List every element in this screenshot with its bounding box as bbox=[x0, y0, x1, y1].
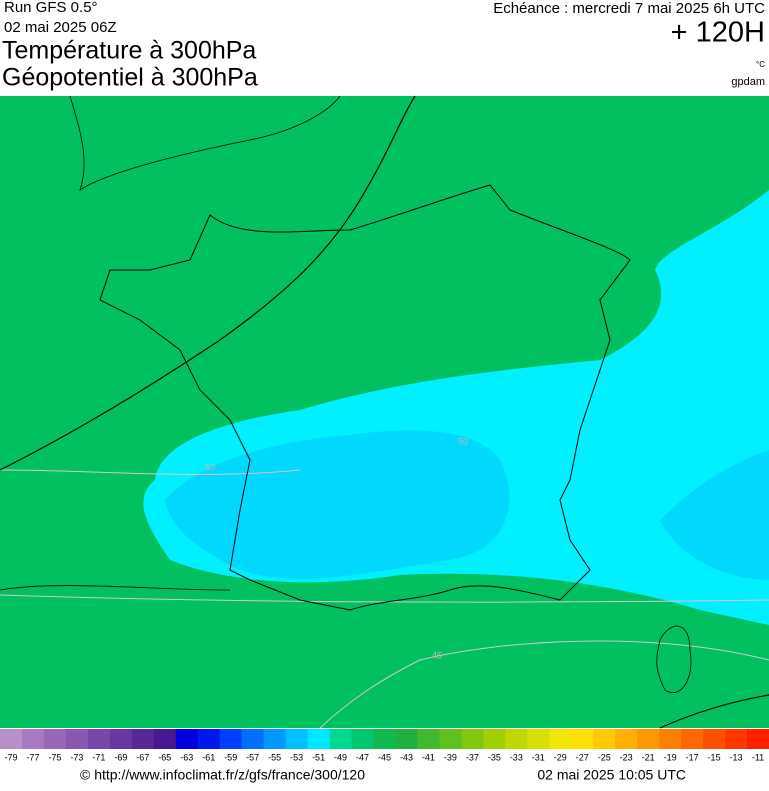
colorbar-label: -43 bbox=[400, 752, 413, 762]
contour-line bbox=[319, 640, 769, 729]
colorbar-label: -47 bbox=[356, 752, 369, 762]
colorbar-swatch bbox=[373, 729, 396, 749]
colorbar-label: -61 bbox=[202, 752, 215, 762]
colorbar-swatch bbox=[329, 729, 353, 749]
generated-time: 02 mai 2025 10:05 UTC bbox=[537, 767, 686, 783]
lead-time: + 120H bbox=[671, 17, 765, 49]
colorbar-swatch bbox=[131, 729, 155, 749]
colorbar-swatch bbox=[747, 729, 769, 749]
contour-line bbox=[0, 469, 301, 475]
colorbar-label: -17 bbox=[686, 752, 699, 762]
colorbar-label: -19 bbox=[664, 752, 677, 762]
colorbar-label: -25 bbox=[598, 752, 611, 762]
corsica bbox=[656, 625, 692, 693]
colorbar-swatch bbox=[395, 729, 418, 749]
geopotential-line bbox=[659, 694, 769, 729]
colorbar-swatch bbox=[571, 729, 594, 749]
colorbar-swatch bbox=[109, 729, 133, 749]
valid-time: Echéance : mercredi 7 mai 2025 6h UTC bbox=[493, 0, 765, 17]
colorbar-swatch bbox=[241, 729, 265, 749]
unit-geopotential: gpdam bbox=[731, 76, 765, 88]
colorbar-swatch bbox=[615, 729, 638, 749]
colorbar-label: -15 bbox=[708, 752, 721, 762]
colorbar-swatch bbox=[725, 729, 748, 749]
colorbar-swatch bbox=[65, 729, 89, 749]
colorbar-swatch bbox=[549, 729, 572, 749]
colorbar-label: -33 bbox=[510, 752, 523, 762]
colorbar-swatch bbox=[527, 729, 550, 749]
colorbar-label: -69 bbox=[114, 752, 127, 762]
colorbar-label: -35 bbox=[488, 752, 501, 762]
coldest-region bbox=[165, 430, 510, 579]
colorbar-label: -23 bbox=[620, 752, 633, 762]
run-date: 02 mai 2025 06Z bbox=[4, 19, 117, 36]
colorbar-label: -29 bbox=[554, 752, 567, 762]
map: 50 50 45 bbox=[0, 95, 769, 729]
colorbar-swatch bbox=[593, 729, 616, 749]
colorbar-swatch bbox=[351, 729, 375, 749]
colorbar-swatch bbox=[219, 729, 243, 749]
colorbar-label: -79 bbox=[4, 752, 17, 762]
colorbar-swatch bbox=[483, 729, 506, 749]
title-temperature: Température à 300hPa bbox=[2, 37, 256, 65]
colorbar-swatch bbox=[307, 729, 331, 749]
colorbar-swatch bbox=[461, 729, 484, 749]
colorbar-label: -57 bbox=[246, 752, 259, 762]
colorbar-swatch bbox=[175, 729, 199, 749]
colorbar-swatch bbox=[197, 729, 221, 749]
colorbar: -79 -77 -75 -73 -71 -69 -67 -65 -63 -61 -59 -57 -55-… bbox=[0, 729, 769, 762]
colorbar-label: -37 bbox=[466, 752, 479, 762]
colorbar-label: -71 bbox=[92, 752, 105, 762]
contour-label: 50 bbox=[205, 462, 215, 472]
colorbar-label: -77 bbox=[26, 752, 39, 762]
colorbar-label: -53 bbox=[290, 752, 303, 762]
france-border bbox=[99, 184, 631, 611]
coastline-spain bbox=[0, 585, 231, 591]
coldest-region-east bbox=[660, 450, 769, 580]
colorbar-swatch bbox=[505, 729, 528, 749]
colorbar-label: -73 bbox=[70, 752, 83, 762]
colorbar-swatch bbox=[439, 729, 462, 749]
colorbar-label: -39 bbox=[444, 752, 457, 762]
colorbar-label: -55 bbox=[268, 752, 281, 762]
colorbar-label: -31 bbox=[532, 752, 545, 762]
colorbar-label: -11 bbox=[752, 752, 764, 762]
colorbar-swatch bbox=[285, 729, 309, 749]
colorbar-swatch bbox=[21, 729, 45, 749]
contour-label: 45 bbox=[432, 650, 442, 660]
colorbar-label: -13 bbox=[730, 752, 743, 762]
colorbar-swatch bbox=[0, 729, 23, 749]
colorbar-label: -45 bbox=[378, 752, 391, 762]
colorbar-label: -65 bbox=[158, 752, 171, 762]
colorbar-label: -63 bbox=[180, 752, 193, 762]
coastline-uk bbox=[69, 95, 341, 191]
colorbar-label: -27 bbox=[576, 752, 589, 762]
colorbar-swatch bbox=[659, 729, 682, 749]
colorbar-label: -75 bbox=[48, 752, 61, 762]
colorbar-swatch bbox=[637, 729, 660, 749]
colorbar-swatch bbox=[417, 729, 440, 749]
contour-line bbox=[0, 594, 769, 603]
colorbar-swatch bbox=[43, 729, 67, 749]
colorbar-label: -51 bbox=[312, 752, 325, 762]
contour-label: 50 bbox=[458, 436, 468, 446]
colorbar-label: -67 bbox=[136, 752, 149, 762]
run-label: Run GFS 0.5° bbox=[4, 0, 98, 16]
colorbar-label: -59 bbox=[224, 752, 237, 762]
colorbar-swatch bbox=[87, 729, 111, 749]
colorbar-swatch bbox=[263, 729, 287, 749]
colorbar-label: -21 bbox=[642, 752, 655, 762]
colorbar-swatch bbox=[153, 729, 177, 749]
colorbar-label: -41 bbox=[422, 752, 435, 762]
colorbar-swatch bbox=[703, 729, 726, 749]
geopotential-line bbox=[0, 95, 416, 471]
title-geopotential: Géopotentiel à 300hPa bbox=[2, 64, 258, 92]
unit-temperature: °C bbox=[756, 60, 765, 69]
source-url: © http://www.infoclimat.fr/z/gfs/france/… bbox=[80, 767, 365, 783]
colorbar-swatch bbox=[681, 729, 704, 749]
colorbar-label: -49 bbox=[334, 752, 347, 762]
